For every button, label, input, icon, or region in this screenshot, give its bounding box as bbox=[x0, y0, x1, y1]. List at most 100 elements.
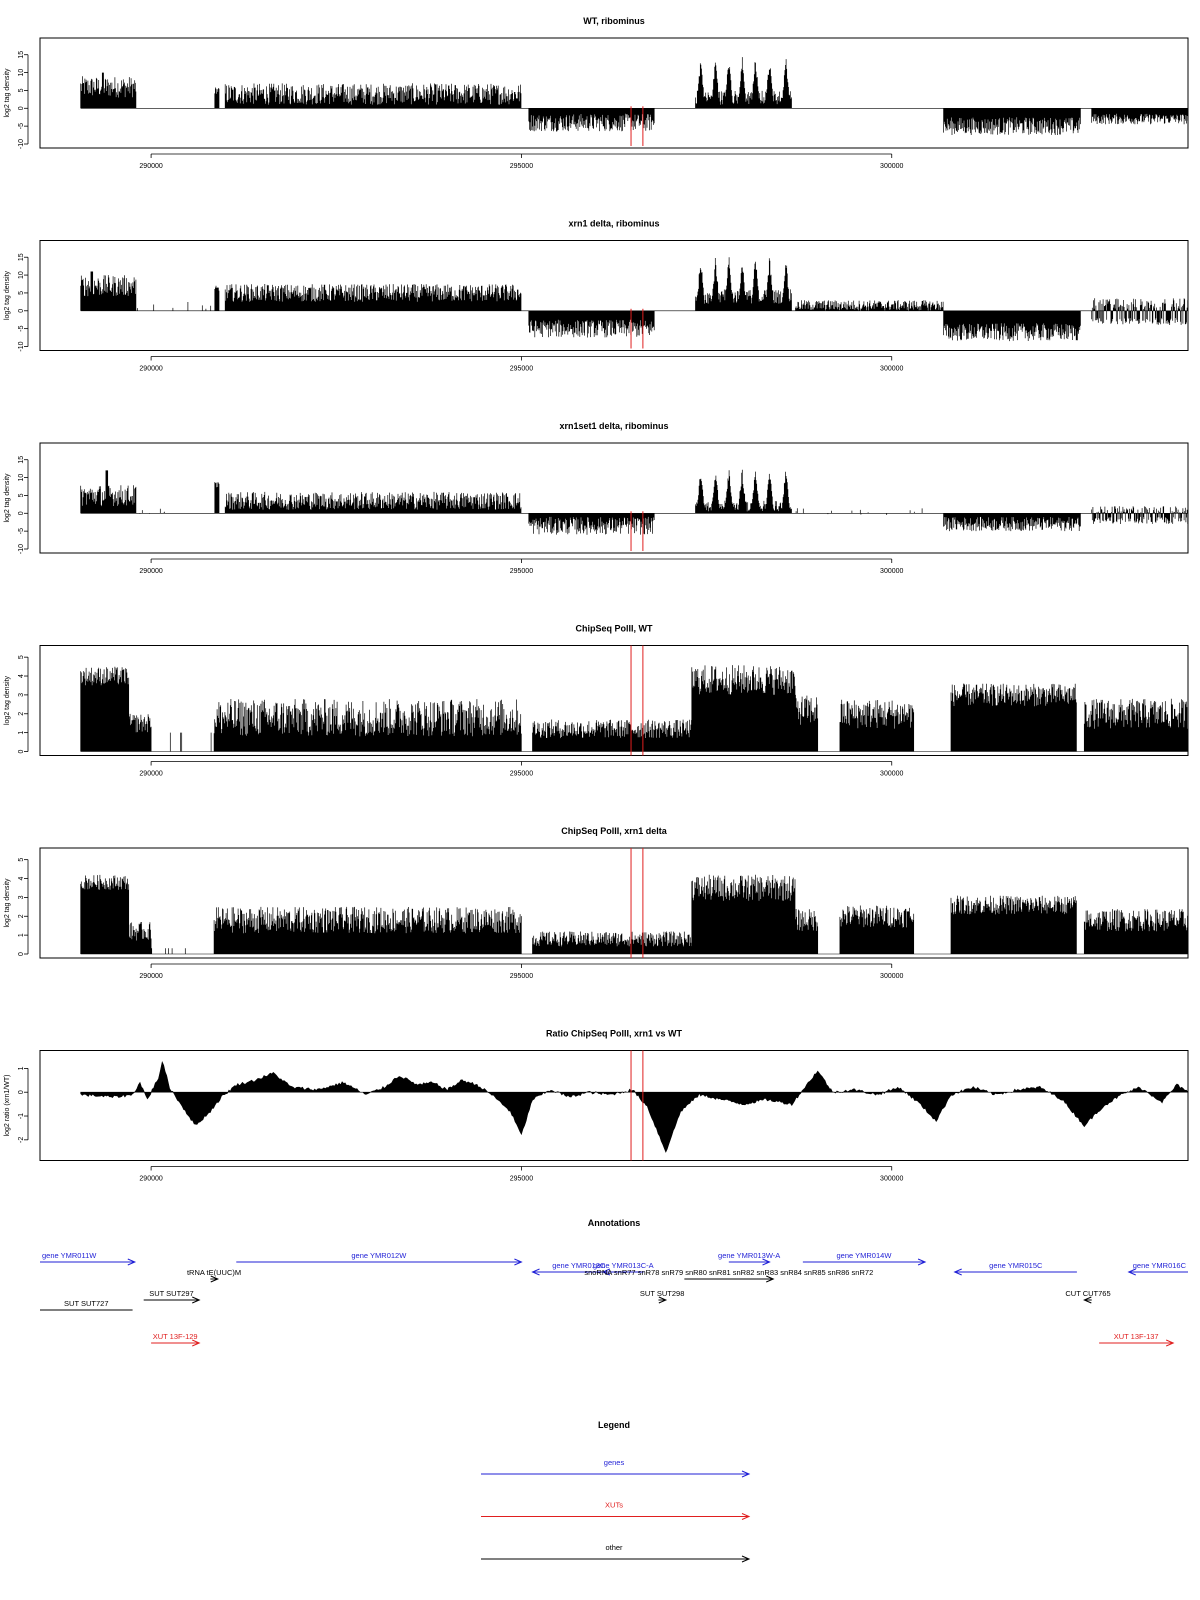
y-axis-label: log2 tag density bbox=[4, 270, 11, 320]
panel-1: xrn1 delta, ribominus -10 -5 0 5 10 15 log2 tag… bbox=[4, 219, 1189, 373]
annotation-other: CUT CUT765 bbox=[1065, 1289, 1111, 1304]
x-tick-label: 295000 bbox=[510, 1176, 533, 1183]
y-tick-label: 0 bbox=[18, 1090, 25, 1094]
panel-title: xrn1set1 delta, ribominus bbox=[559, 421, 668, 431]
annotation-label: gene YMR016C bbox=[1133, 1261, 1187, 1270]
arrowhead-left-icon bbox=[953, 1268, 962, 1276]
annotation-label: SUT SUT727 bbox=[64, 1299, 108, 1308]
annotation-other: SUT SUT298 bbox=[640, 1289, 684, 1304]
legend-item-gene: genes bbox=[481, 1458, 751, 1478]
arrowhead-right-icon bbox=[762, 1258, 771, 1266]
signal-bars bbox=[80, 469, 1189, 535]
y-tick-label: -5 bbox=[18, 123, 25, 129]
legend: Legend genes XUTs other bbox=[481, 1420, 751, 1563]
x-tick-label: 300000 bbox=[880, 568, 903, 575]
y-tick-label: 5 bbox=[18, 88, 25, 92]
x-tick-label: 290000 bbox=[139, 568, 162, 575]
legend-label: other bbox=[605, 1543, 623, 1552]
y-axis-label: log2 tag density bbox=[4, 473, 11, 523]
y-tick-label: 1 bbox=[18, 933, 25, 937]
x-tick-label: 300000 bbox=[880, 366, 903, 373]
annotations-track: Annotations gene YMR011W gene YMR012W gene … bbox=[40, 1218, 1188, 1347]
arrowhead-right-icon bbox=[127, 1258, 137, 1266]
signal-series bbox=[80, 257, 1189, 342]
panel-title: xrn1 delta, ribominus bbox=[568, 219, 659, 229]
y-tick-label: 3 bbox=[18, 693, 25, 697]
annotation-label: gene YMR013W-A bbox=[718, 1251, 780, 1260]
arrowhead-right-icon bbox=[514, 1258, 523, 1266]
legend-title: Legend bbox=[598, 1420, 630, 1430]
y-tick-label: 0 bbox=[18, 749, 25, 753]
y-axis-label: log2 ratio (xrn1/WT) bbox=[4, 1075, 11, 1137]
annotation-label: XUT 13F-137 bbox=[1114, 1332, 1159, 1341]
y-tick-label: 2 bbox=[18, 914, 25, 918]
signal-series bbox=[80, 874, 1188, 955]
panel-4: ChipSeq PolII, xrn1 delta 0 1 2 3 4 5 log2 tag … bbox=[4, 826, 1189, 980]
y-tick-label: 0 bbox=[18, 309, 25, 313]
annotation-gene: gene YMR014W bbox=[802, 1251, 927, 1266]
y-tick-label: -2 bbox=[18, 1137, 25, 1143]
y-tick-label: 0 bbox=[18, 106, 25, 110]
x-tick-label: 295000 bbox=[510, 771, 533, 778]
panel-title: ChipSeq PolII, WT bbox=[576, 624, 653, 634]
arrowhead-left-icon bbox=[531, 1268, 540, 1276]
y-tick-label: 5 bbox=[18, 493, 25, 497]
plot-frame bbox=[39, 442, 1189, 554]
plot-frame bbox=[39, 645, 1189, 756]
annotation-gene: gene YMR012W bbox=[236, 1251, 523, 1266]
y-tick-label: -10 bbox=[18, 544, 25, 554]
y-tick-label: 4 bbox=[18, 674, 25, 678]
arrowhead-right-icon bbox=[917, 1258, 927, 1266]
panel-2: xrn1set1 delta, ribominus -10 -5 0 5 10 15 log2… bbox=[4, 421, 1189, 575]
y-axis-label: log2 tag density bbox=[4, 878, 11, 928]
annotation-label: gene YMR013C bbox=[552, 1261, 606, 1270]
x-tick-label: 295000 bbox=[510, 568, 533, 575]
annotation-gene: gene YMR015C bbox=[953, 1261, 1077, 1276]
annotation-label: gene YMR013C-A bbox=[593, 1261, 654, 1270]
arrowhead-right-icon bbox=[741, 1513, 751, 1520]
y-tick-label: -5 bbox=[18, 528, 25, 534]
plot-frame bbox=[39, 847, 1189, 959]
panel-title: ChipSeq PolII, xrn1 delta bbox=[561, 826, 668, 836]
annotation-gene: gene YMR013W-A bbox=[718, 1251, 780, 1266]
arrowhead-right-icon bbox=[192, 1339, 201, 1347]
annotation-gene: gene YMR011W bbox=[40, 1251, 137, 1266]
y-tick-label: 4 bbox=[18, 876, 25, 880]
y-tick-label: 10 bbox=[18, 69, 25, 77]
legend-item-xut: XUTs bbox=[481, 1501, 751, 1520]
legend-item-other: other bbox=[481, 1543, 751, 1563]
annotation-other: snoRNA snR77 snR78 snR79 snR80 snR81 snR… bbox=[584, 1268, 873, 1283]
annotation-other: SUT SUT727 bbox=[40, 1299, 133, 1311]
annotation-label: gene YMR014W bbox=[837, 1251, 893, 1260]
y-tick-label: -1 bbox=[18, 1113, 25, 1119]
y-tick-label: -10 bbox=[18, 341, 25, 351]
annotation-xut: XUT 13F-129 bbox=[151, 1332, 201, 1347]
arrowhead-left-icon bbox=[601, 1268, 611, 1276]
arrowhead-right-icon bbox=[1165, 1339, 1175, 1347]
annotation-other: SUT SUT297 bbox=[143, 1289, 201, 1304]
signal-bars bbox=[80, 57, 1189, 135]
y-tick-label: 10 bbox=[18, 271, 25, 279]
arrowhead-right-icon bbox=[658, 1296, 668, 1304]
signal-series bbox=[80, 665, 1188, 752]
y-tick-label: 10 bbox=[18, 474, 25, 482]
x-tick-label: 290000 bbox=[139, 163, 162, 170]
arrowhead-right-icon bbox=[741, 1555, 751, 1563]
x-tick-label: 290000 bbox=[139, 1176, 162, 1183]
panel-title: Ratio ChipSeq PolII, xrn1 vs WT bbox=[546, 1029, 683, 1039]
annotation-label: CUT CUT765 bbox=[1065, 1289, 1110, 1298]
annotation-label: gene YMR011W bbox=[42, 1251, 97, 1260]
arrowhead-right-icon bbox=[741, 1470, 751, 1478]
y-tick-label: -5 bbox=[18, 325, 25, 331]
legend-label: XUTs bbox=[605, 1501, 623, 1510]
ratio-area bbox=[80, 1060, 1189, 1153]
x-tick-label: 295000 bbox=[510, 366, 533, 373]
annotation-label: gene YMR015C bbox=[989, 1261, 1043, 1270]
y-tick-label: 1 bbox=[18, 731, 25, 735]
y-tick-label: 2 bbox=[18, 712, 25, 716]
y-tick-label: 5 bbox=[18, 291, 25, 295]
arrowhead-left-icon bbox=[1127, 1268, 1136, 1276]
y-tick-label: 0 bbox=[18, 952, 25, 956]
signal-series bbox=[80, 469, 1189, 535]
